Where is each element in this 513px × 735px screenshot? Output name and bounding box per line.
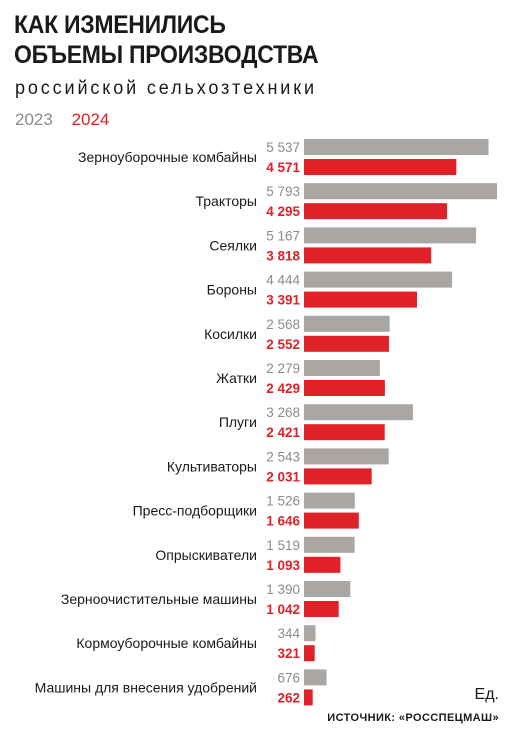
bar-2024	[304, 203, 448, 220]
data-label-2023: 1 519	[266, 538, 300, 553]
category-label: Тракторы	[195, 193, 257, 209]
bar-2024	[304, 247, 432, 264]
chart-subtitle: российской сельхозтехники	[15, 78, 317, 99]
data-label-2023: 5 167	[266, 228, 300, 243]
data-label-2023: 2 279	[266, 361, 300, 376]
bar-2024	[304, 159, 457, 175]
data-label-2024: 2 429	[266, 381, 300, 396]
category-label: Бороны	[207, 282, 257, 298]
data-label-2024: 2 552	[266, 337, 300, 352]
data-label-2024: 4 295	[266, 204, 300, 219]
data-label-2023: 344	[277, 626, 300, 641]
data-label-2024: 262	[277, 690, 300, 705]
bar-2023	[304, 492, 355, 509]
data-label-2023: 2 568	[266, 317, 300, 332]
bar-2023	[304, 448, 389, 465]
bar-2024	[304, 424, 385, 441]
data-label-2024: 4 571	[266, 160, 300, 175]
data-label-2024: 2 421	[266, 425, 300, 440]
data-label-2023: 676	[277, 670, 300, 685]
bar-2024	[304, 335, 389, 352]
bar-2023	[304, 404, 413, 421]
bar-2023	[304, 139, 489, 155]
data-label-2024: 3 818	[266, 248, 300, 263]
data-label-2023: 5 793	[266, 184, 300, 199]
bar-2024	[304, 380, 385, 396]
category-label: Сеялки	[209, 237, 257, 253]
category-label: Зерноуборочные комбайны	[78, 149, 257, 165]
bar-2024	[304, 291, 417, 308]
data-label-2024: 321	[277, 646, 300, 661]
category-label: Культиваторы	[167, 458, 257, 474]
category-label: Жатки	[216, 370, 257, 386]
legend-item-2023: 2023	[15, 110, 53, 129]
bar-2023	[304, 271, 453, 288]
category-label: Плуги	[219, 414, 257, 430]
data-label-2024: 2 031	[266, 469, 300, 484]
data-label-2024: 1 093	[266, 558, 300, 573]
data-label-2023: 4 444	[266, 273, 300, 288]
category-label: Зерноочистительные машины	[61, 591, 257, 607]
unit-label: Ед.	[474, 686, 499, 703]
category-label: Машины для внесения удобрений	[35, 679, 257, 695]
bar-2023	[304, 360, 380, 376]
bar-2023	[304, 183, 497, 200]
data-label-2023: 1 526	[266, 494, 300, 509]
data-label-2024: 1 646	[266, 514, 300, 529]
category-label: Опрыскиватели	[155, 547, 257, 563]
category-label: Косилки	[204, 326, 257, 342]
bar-2023	[304, 227, 477, 244]
bar-2023	[304, 536, 355, 553]
data-label-2023: 1 390	[266, 582, 300, 597]
data-label-2024: 1 042	[266, 602, 300, 617]
bar-2024	[304, 689, 313, 706]
bar-2023	[304, 669, 327, 686]
category-label: Кормоуборочные комбайны	[76, 635, 257, 651]
bar-2023	[304, 625, 316, 642]
bar-2024	[304, 601, 339, 617]
legend: 2023 2024	[15, 110, 123, 130]
bar-2024	[304, 512, 359, 529]
bar-2023	[304, 581, 351, 597]
bar-2024	[304, 556, 341, 573]
bar-2024	[304, 468, 372, 485]
source-note: ИСТОЧНИК: «РОССПЕЦМАШ»	[327, 712, 499, 724]
data-label-2023: 3 268	[266, 405, 300, 420]
category-label: Пресс-подборщики	[133, 503, 257, 519]
data-label-2023: 2 543	[266, 449, 300, 464]
bar-2023	[304, 315, 390, 332]
chart-title: КАК ИЗМЕНИЛИСЬ ОБЪЕМЫ ПРОИЗВОДСТВА	[14, 11, 319, 69]
data-label-2023: 5 537	[266, 140, 300, 155]
data-label-2024: 3 391	[266, 293, 300, 308]
bar-2024	[304, 645, 315, 662]
legend-item-2024: 2024	[71, 110, 110, 129]
